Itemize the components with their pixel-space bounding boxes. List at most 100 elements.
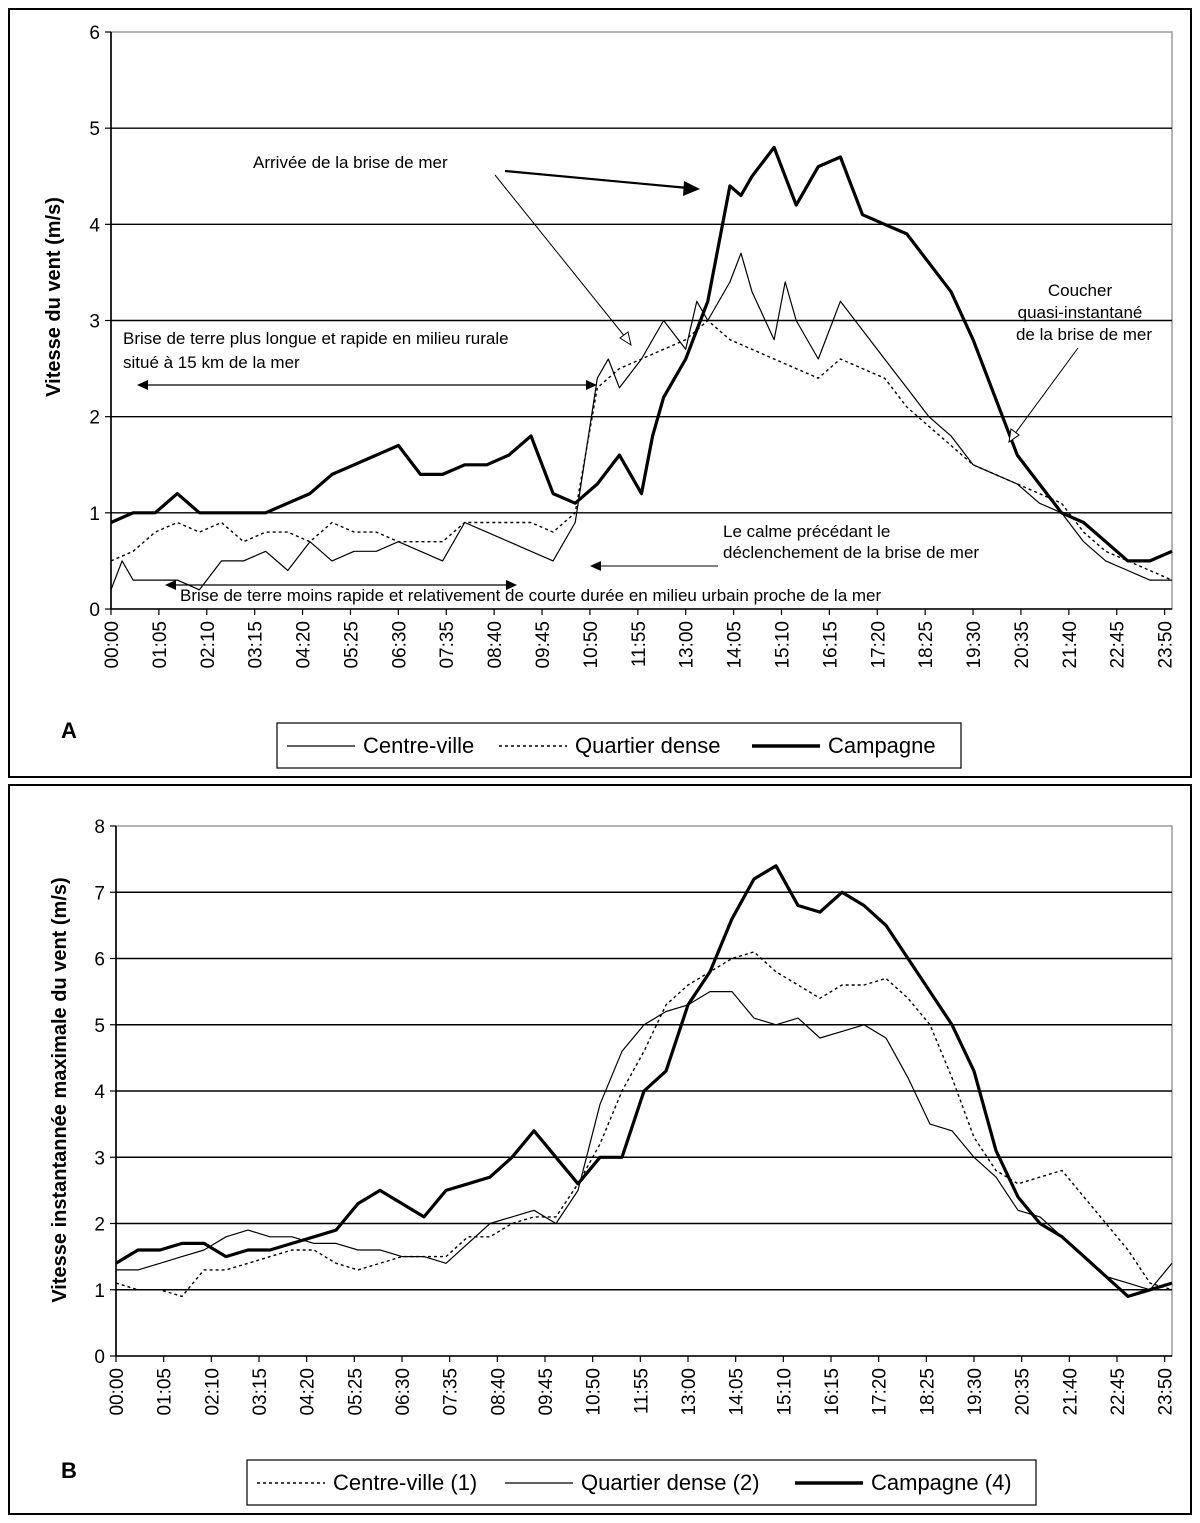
x-tick-label-a-3: 03:15 <box>246 621 267 669</box>
arrowhead-calm <box>590 561 601 571</box>
x-tick-label-a-18: 19:30 <box>964 621 985 669</box>
annotation-calm-line1: Le calme précédant le <box>723 522 890 541</box>
x-tick-label-b-2: 02:10 <box>202 1368 223 1416</box>
series-line-b-2 <box>115 864 1173 1299</box>
panel-b-legend: Centre-ville (1) Quartier dense (2) Camp… <box>246 1459 1037 1506</box>
legend-label-centre-ville: Centre-ville <box>363 733 474 758</box>
y-tick-label-b-4: 4 <box>94 1082 105 1103</box>
annotation-arrows-panel-a <box>137 169 1079 590</box>
panel-b-plot: 0 1 2 3 4 5 6 7 8 00:00 01:05 02:10 03:15 04:20 05:25 0… <box>94 817 1176 1416</box>
x-tick-label-a-14: 15:10 <box>772 621 793 669</box>
y-tick-label-a-2: 2 <box>89 408 100 429</box>
annotation-sea-breeze-sunset-line3: de la brise de mer <box>1016 325 1152 344</box>
panel-a-frame <box>8 8 1192 778</box>
arrow-sea-breeze-diagonal <box>494 174 627 339</box>
panel-a-legend-box <box>276 722 962 769</box>
series-line-a-2 <box>110 145 1173 563</box>
panel-b-legend-box <box>246 1459 1037 1506</box>
legend-label-campagne: Campagne <box>828 733 936 758</box>
panel-a-plot: 0 1 2 3 4 5 6 00:00 01:05 02:10 03:15 04:20 05:25 06:… <box>89 23 1176 669</box>
x-tick-label-a-9: 09:45 <box>533 621 554 669</box>
x-tick-label-b-0: 00:00 <box>107 1368 128 1416</box>
series-line-a-0 <box>110 252 1172 591</box>
y-tick-label-b-1: 1 <box>94 1281 105 1302</box>
x-tick-label-b-10: 10:50 <box>584 1368 605 1416</box>
x-tick-label-a-15: 16:15 <box>820 621 841 669</box>
panel-b-frame <box>8 784 1192 1515</box>
legend-label-campagne-4: Campagne (4) <box>871 1470 1012 1495</box>
x-tick-label-b-19: 20:35 <box>1013 1368 1034 1416</box>
panel-a-y-axis-label: Vitesse du vent (m/s) <box>43 197 65 397</box>
x-tick-label-b-9: 09:45 <box>536 1368 557 1416</box>
arrowhead-urban-right <box>506 580 517 590</box>
series-line-b-1 <box>116 990 1173 1291</box>
x-tick-label-a-19: 20:35 <box>1012 621 1033 669</box>
arrow-sunset <box>1013 347 1079 436</box>
x-tick-label-a-11: 11:55 <box>629 621 650 667</box>
x-tick-label-b-12: 13:00 <box>679 1368 700 1416</box>
series-line-a-1 <box>110 319 1173 581</box>
arrowhead-rural-left <box>137 380 148 390</box>
arrowhead-sea-breeze-arrival <box>683 181 700 196</box>
x-tick-label-a-2: 02:10 <box>198 621 219 669</box>
panel-a-letter: A <box>61 718 77 743</box>
x-tick-label-a-7: 07:35 <box>437 621 458 669</box>
x-tick-label-a-1: 01:05 <box>150 621 171 669</box>
y-tick-label-b-3: 3 <box>94 1148 105 1169</box>
annotation-sea-breeze-sunset-line1: Coucher <box>1048 281 1113 300</box>
arrowhead-rural-right <box>586 380 597 390</box>
x-tick-label-b-21: 22:45 <box>1108 1368 1129 1416</box>
x-tick-label-a-5: 05:25 <box>341 621 362 669</box>
x-tick-label-a-12: 13:00 <box>677 621 698 669</box>
x-tick-label-a-22: 23:50 <box>1156 621 1177 669</box>
arrowhead-sunset <box>1008 428 1020 444</box>
annotation-sea-breeze-sunset-line2: quasi-instantané <box>1018 303 1143 322</box>
x-tick-label-b-16: 17:20 <box>870 1368 891 1416</box>
x-tick-label-a-17: 18:25 <box>916 621 937 669</box>
panel-b-letter: B <box>61 1458 77 1483</box>
x-tick-label-b-18: 19:30 <box>965 1368 986 1416</box>
x-tick-label-b-11: 11:55 <box>631 1368 652 1414</box>
x-tick-label-a-13: 14:05 <box>725 621 746 669</box>
y-tick-label-b-0: 0 <box>94 1347 105 1368</box>
x-tick-label-b-13: 14:05 <box>727 1368 748 1416</box>
series-line-b-0 <box>115 951 1173 1298</box>
y-tick-label-a-3: 3 <box>89 312 100 333</box>
legend-label-centre-ville-1: Centre-ville (1) <box>333 1470 477 1495</box>
x-tick-label-b-14: 15:10 <box>774 1368 795 1416</box>
annotation-rural-land-breeze-line2: situé à 15 km de la mer <box>123 353 300 372</box>
x-tick-label-b-15: 16:15 <box>822 1368 843 1416</box>
legend-label-quartier-dense: Quartier dense <box>575 733 721 758</box>
arrowhead-sea-breeze-diagonal <box>619 331 632 347</box>
y-tick-label-b-2: 2 <box>94 1215 105 1236</box>
panel-a-legend: Centre-ville Quartier dense Campagne <box>276 722 962 769</box>
x-tick-label-b-22: 23:50 <box>1156 1368 1177 1416</box>
annotation-sea-breeze-arrival: Arrivée de la brise de mer <box>253 153 448 172</box>
panel-b-y-axis-label: Vitesse instantannée maximale du vent (m… <box>49 877 71 1302</box>
y-tick-label-b-7: 7 <box>94 883 105 904</box>
x-tick-label-a-4: 04:20 <box>294 621 315 669</box>
x-tick-label-b-1: 01:05 <box>155 1368 176 1416</box>
annotation-urban-land-breeze: Brise de terre moins rapide et relativem… <box>180 586 881 605</box>
y-tick-label-a-1: 1 <box>89 504 100 525</box>
x-tick-label-a-10: 10:50 <box>581 621 602 669</box>
x-tick-label-b-5: 05:25 <box>345 1368 366 1416</box>
arrow-sea-breeze-arrival <box>504 169 689 190</box>
x-tick-label-b-6: 06:30 <box>393 1368 414 1416</box>
x-tick-label-b-8: 08:40 <box>488 1368 509 1416</box>
y-tick-label-a-5: 5 <box>89 119 100 140</box>
x-tick-label-a-6: 06:30 <box>389 621 410 669</box>
x-tick-label-b-3: 03:15 <box>250 1368 271 1416</box>
annotation-rural-land-breeze-line1: Brise de terre plus longue et rapide en … <box>123 329 509 348</box>
x-tick-label-b-17: 18:25 <box>917 1368 938 1416</box>
x-tick-label-b-4: 04:20 <box>298 1368 319 1416</box>
y-tick-label-b-6: 6 <box>94 950 105 971</box>
annotation-calm-line2: déclenchement de la brise de mer <box>723 543 979 562</box>
y-tick-label-a-6: 6 <box>89 23 100 44</box>
x-tick-label-a-0: 00:00 <box>102 621 123 669</box>
x-tick-label-a-16: 17:20 <box>868 621 889 669</box>
x-tick-label-a-21: 22:45 <box>1108 621 1129 669</box>
x-tick-label-b-20: 21:40 <box>1060 1368 1081 1416</box>
legend-label-quartier-dense-2: Quartier dense (2) <box>581 1470 760 1495</box>
